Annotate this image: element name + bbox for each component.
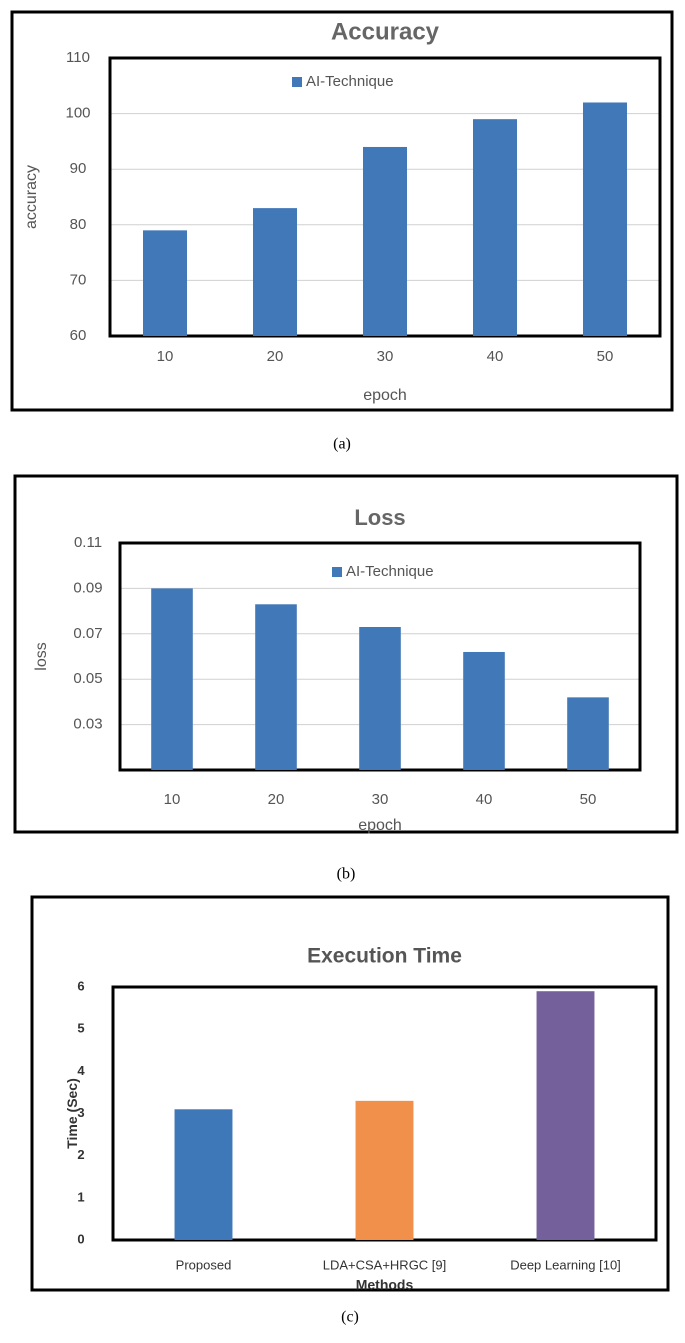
caption: (c): [341, 1309, 359, 1326]
y-axis-title: Time (Sec): [64, 1078, 80, 1149]
y-axis-title: accuracy: [23, 165, 40, 229]
x-tick-label: 10: [164, 791, 181, 808]
chart-border: [10, 10, 674, 412]
y-tick-label: 110: [66, 49, 90, 66]
bar: [536, 991, 595, 1240]
bar: [463, 651, 505, 770]
caption: (a): [333, 436, 351, 453]
x-axis-title: epoch: [363, 387, 407, 404]
x-tick-label: 40: [476, 791, 493, 808]
legend-swatch: [332, 567, 342, 577]
y-tick-label: 0.09: [73, 579, 102, 596]
chart-title: Accuracy: [331, 18, 440, 45]
bar: [174, 1109, 233, 1240]
chart-title: Loss: [354, 505, 405, 530]
chart-title: Execution Time: [307, 945, 462, 968]
y-tick-label: 2: [77, 1147, 84, 1162]
y-tick-label: 0.11: [74, 534, 102, 551]
x-tick-label: 30: [377, 348, 394, 365]
legend-swatch: [292, 77, 302, 87]
y-tick-label: 90: [70, 160, 87, 177]
bar: [255, 604, 297, 770]
legend-label: AI-Technique: [306, 73, 394, 90]
y-tick-label: 100: [65, 105, 90, 122]
bar: [567, 697, 609, 770]
x-tick-label: 20: [268, 791, 285, 808]
y-tick-label: 5: [77, 1021, 84, 1036]
y-tick-label: 0.07: [73, 625, 102, 642]
y-tick-label: 80: [70, 216, 87, 233]
y-tick-label: 3: [77, 1105, 84, 1120]
chart-border: [13, 474, 679, 834]
chart-border: [30, 895, 670, 1292]
bar: [359, 626, 401, 770]
x-tick-label: 10: [157, 348, 174, 365]
bar: [363, 146, 407, 336]
bar: [151, 588, 193, 770]
bar: [473, 119, 517, 336]
y-tick-label: 4: [77, 1063, 85, 1078]
bar: [253, 208, 297, 336]
bar: [583, 102, 627, 336]
x-tick-label: 20: [267, 348, 284, 365]
x-tick-label: 50: [597, 348, 614, 365]
legend-label: AI-Technique: [346, 563, 434, 580]
y-tick-label: 0: [77, 1231, 84, 1246]
bar: [143, 230, 187, 336]
y-tick-label: 1: [77, 1189, 84, 1204]
y-tick-label: 0.03: [73, 716, 102, 733]
y-tick-label: 60: [70, 327, 87, 344]
x-axis-title: epoch: [358, 817, 402, 834]
x-tick-label: Deep Learning [10]: [510, 1257, 621, 1272]
y-tick-label: 70: [70, 271, 87, 288]
x-tick-label: Proposed: [176, 1257, 232, 1272]
x-tick-label: 30: [372, 791, 389, 808]
y-axis-title: loss: [33, 642, 50, 670]
caption: (b): [337, 866, 356, 883]
y-tick-label: 0.05: [73, 670, 102, 687]
bar: [355, 1100, 414, 1240]
x-tick-label: 50: [580, 791, 597, 808]
y-tick-label: 6: [77, 978, 84, 993]
x-tick-label: 40: [487, 348, 504, 365]
x-axis-title: Methods: [356, 1277, 414, 1293]
x-tick-label: LDA+CSA+HRGC [9]: [323, 1257, 447, 1272]
